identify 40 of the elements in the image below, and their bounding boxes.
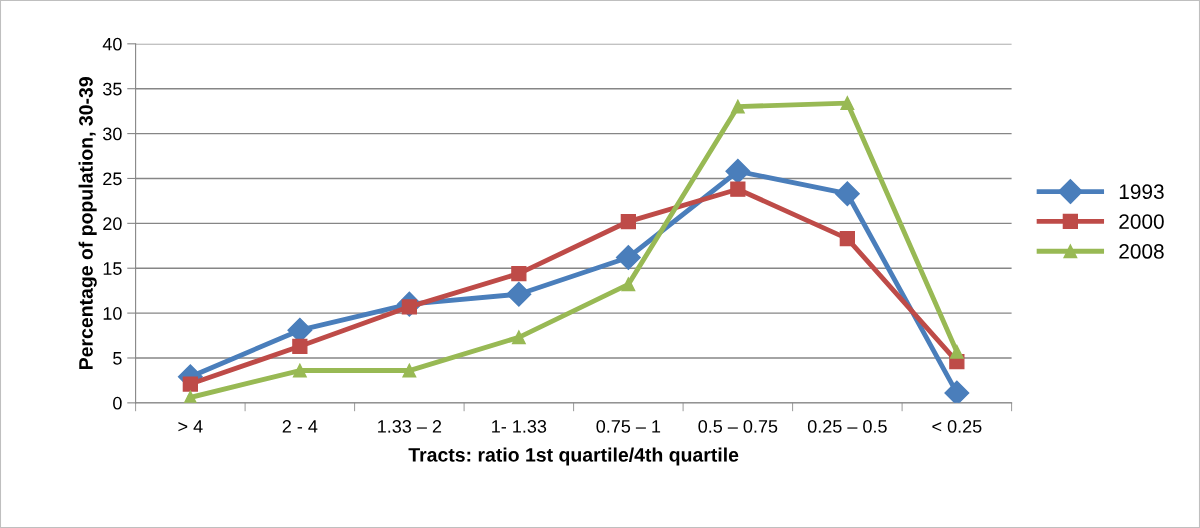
legend-label: 1993 [1119,184,1164,200]
point [725,158,751,184]
legend-label: 2000 [1119,214,1164,229]
point [730,181,746,197]
point [621,277,636,292]
x-tick-label: < 0.25 [932,420,982,433]
point [292,363,307,378]
point [511,330,526,345]
x-tick-label: 0.5 – 0.75 [698,420,778,433]
y-tick-label: 25 [103,172,122,186]
y-tick-label: 15 [103,262,122,275]
point [292,338,308,354]
legend-label: 2008 [1119,244,1164,259]
y-tick-label: 5 [113,352,122,365]
y-tick-label: 35 [103,82,122,96]
point [944,380,970,403]
x-tick-label: > 4 [178,420,203,433]
y-tick-label: 30 [103,127,122,141]
point [949,344,964,359]
point [834,181,860,207]
x-tick-label: 2 - 4 [282,420,318,433]
point [506,281,532,307]
point [402,363,417,378]
y-tick-label: 10 [103,307,122,320]
x-tick-label: 1- 1.33 [492,420,547,433]
point [620,213,636,230]
x-axis-title: Tracts: ratio 1st quartile/4th quartile [408,447,739,466]
x-tick-label: 1.33 – 2 [378,420,442,433]
x-tick-label: 0.25 – 0.5 [807,420,887,433]
point [840,96,855,111]
x-tick-label: 0.75 – 1 [596,420,661,433]
y-tick-label: 40 [102,37,122,51]
point [615,244,641,270]
y-tick-label: 0 [113,396,122,410]
point [182,376,198,392]
y-tick-label: 20 [103,217,122,231]
point [730,99,745,114]
point [511,265,527,282]
point [839,230,855,247]
y-axis-title: Percentage of population, 30-39 [78,77,97,369]
